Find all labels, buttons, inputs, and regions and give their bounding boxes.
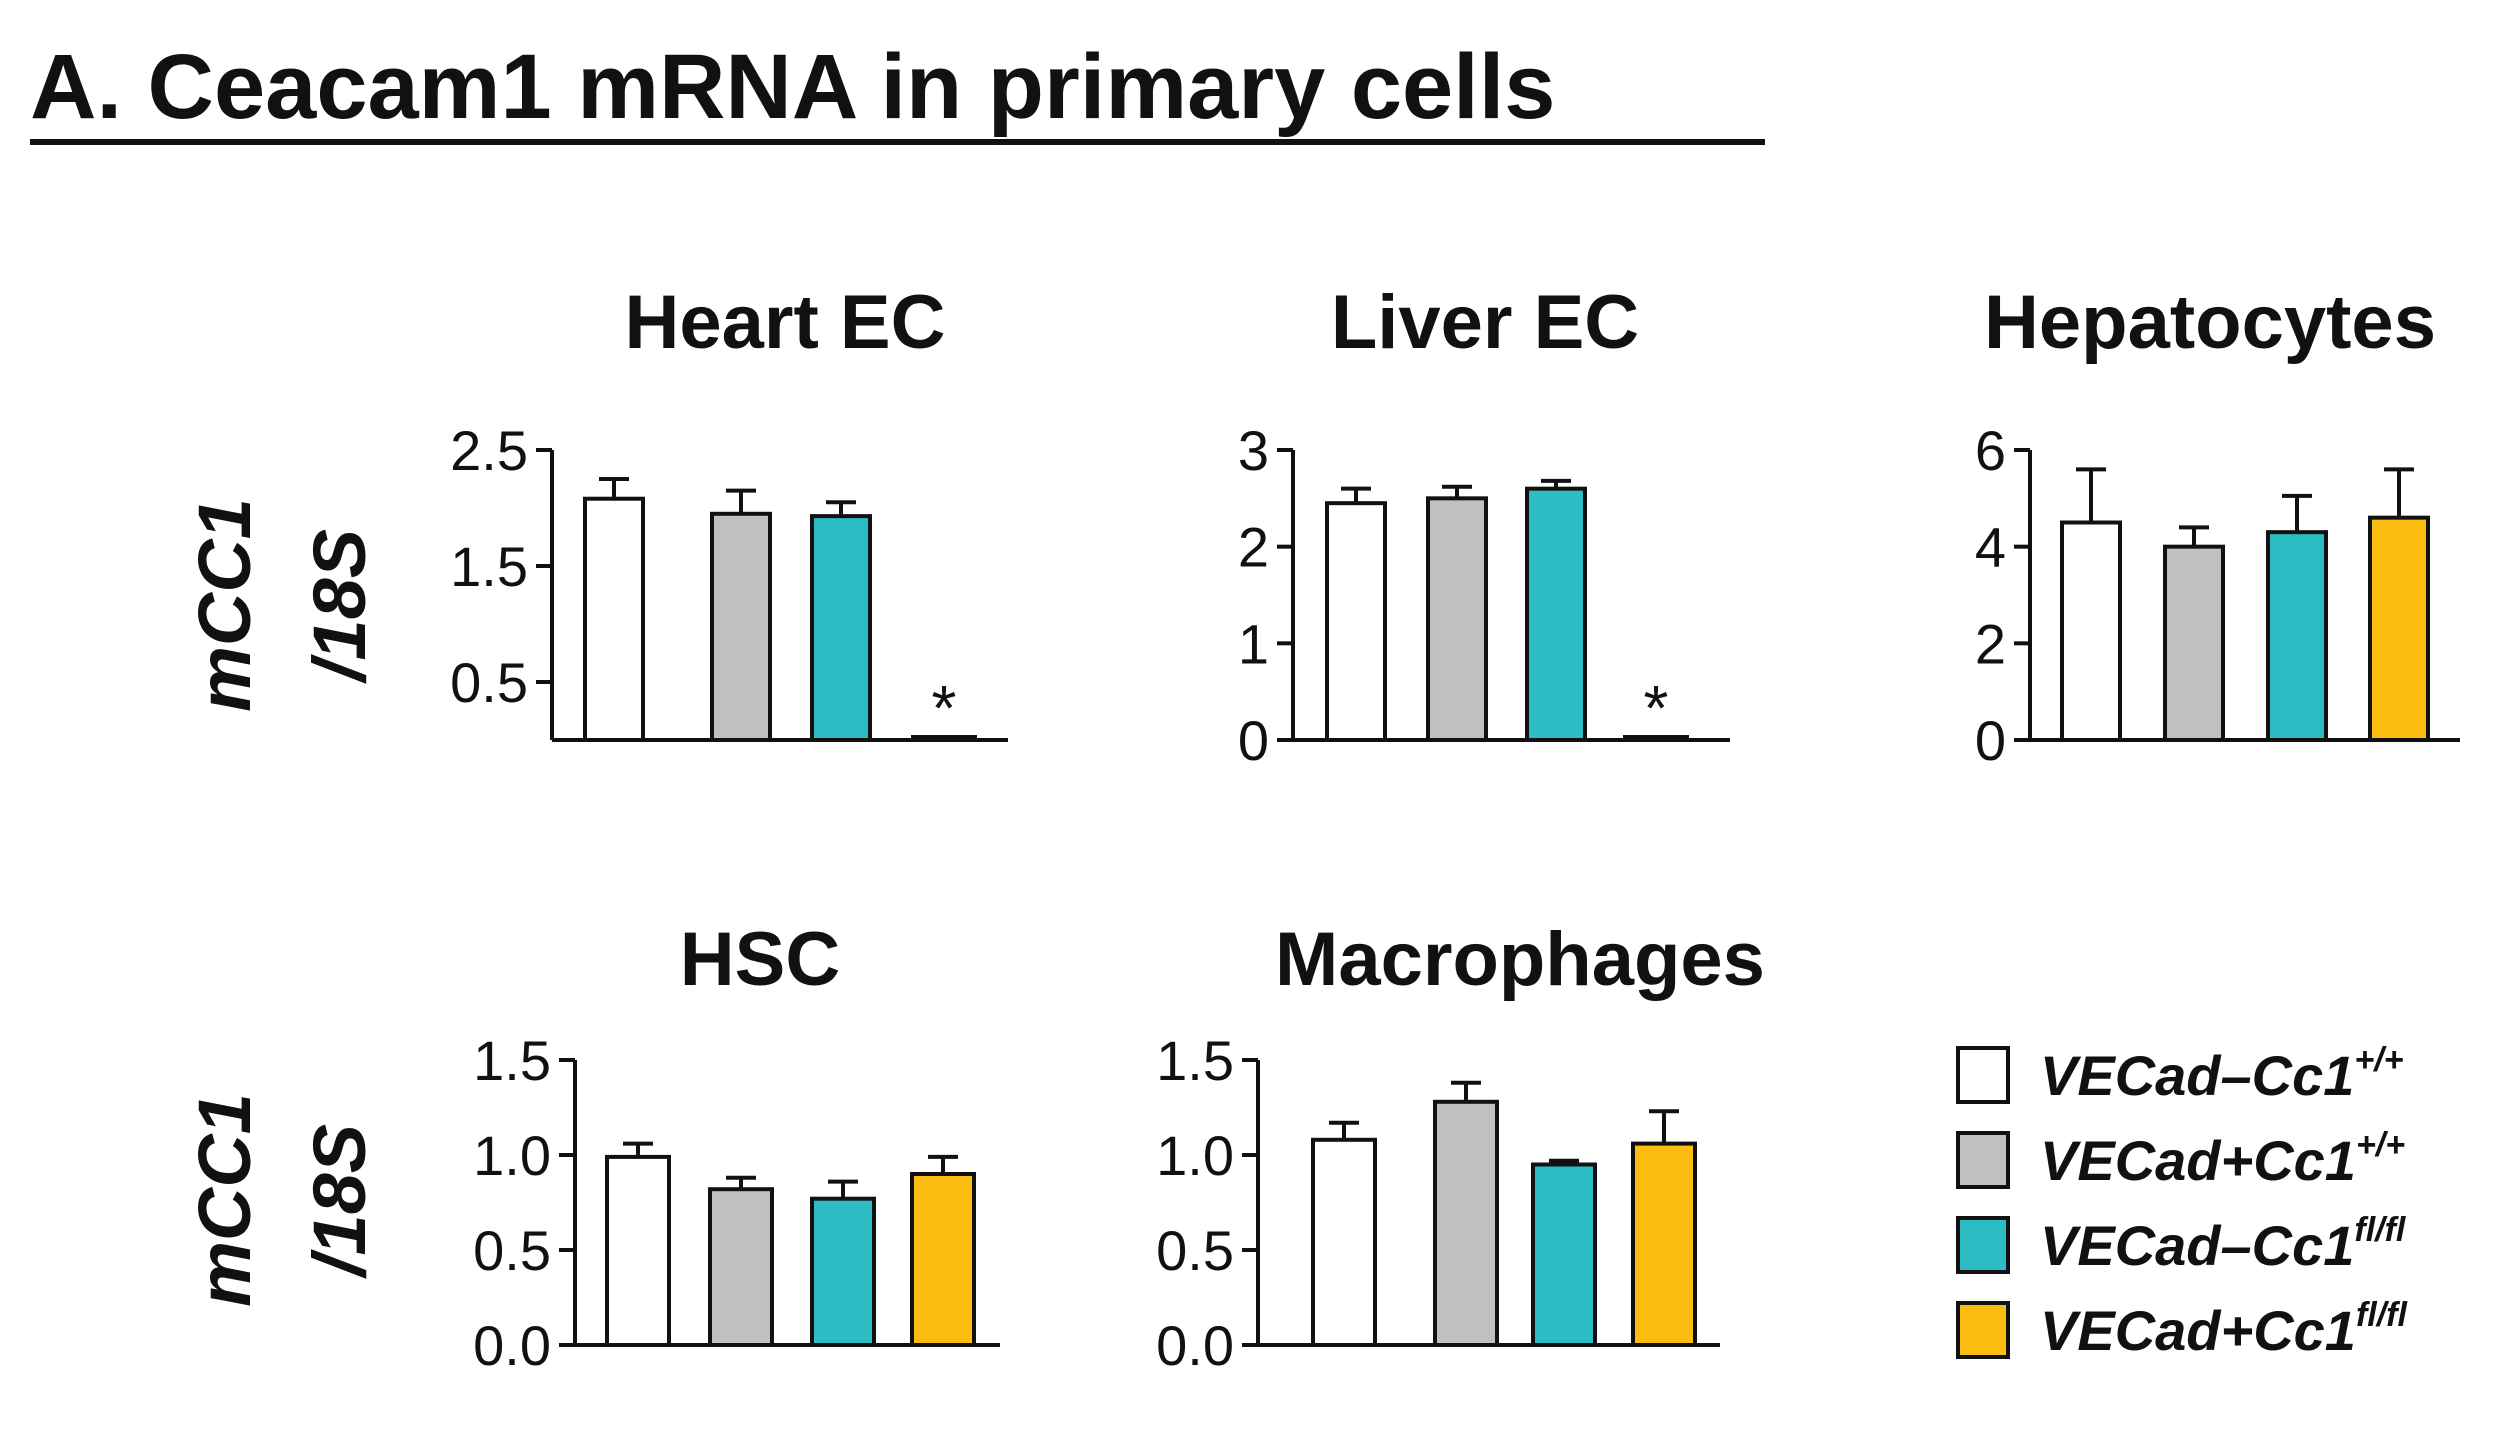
significance-label: *	[932, 672, 957, 744]
chart-panel: Hepatocytes 0 2 4 6	[1975, 280, 2460, 772]
y-label-line2: /18S	[298, 529, 381, 684]
chart-title: Hepatocytes	[1984, 280, 2436, 365]
y-tick-label: 0.5	[450, 651, 528, 714]
figure-title: A. Ceacam1 mRNA in primary cells	[30, 36, 1555, 138]
legend-item: VECad+Cc1+/+	[1956, 1126, 2405, 1192]
chart-panel: Heart EC * 0.5 1.5 2.5	[450, 280, 1008, 744]
y-tick-label: 4	[1975, 516, 2006, 579]
chart-title: Heart EC	[625, 280, 946, 365]
bar	[1433, 1099, 1499, 1348]
chart-panel: HSC 0.0 0.5 1.0 1.5	[473, 917, 1000, 1377]
chart-title: Macrophages	[1275, 917, 1765, 1002]
y-tick-label: 1.0	[473, 1124, 551, 1187]
y-label-line2: /18S	[298, 1124, 381, 1279]
bar	[708, 1187, 774, 1347]
legend-label: VECad–Cc1+/+	[2040, 1041, 2404, 1107]
y-axis-label-bottom: mCC1 /18S	[183, 1093, 381, 1307]
bar	[710, 511, 772, 742]
legend-label: VECad–Cc1fl/fl	[2040, 1211, 2407, 1277]
y-tick-label: 6	[1975, 419, 2006, 482]
bar	[810, 514, 872, 742]
y-axis-label-top: mCC1 /18S	[183, 498, 381, 712]
legend-item: VECad+Cc1fl/fl	[1956, 1296, 2408, 1362]
legend-swatch	[1956, 1301, 2010, 1359]
y-tick-label: 0.0	[1156, 1314, 1234, 1377]
y-tick-label: 0	[1975, 709, 2006, 772]
y-label-line1: mCC1	[183, 498, 266, 712]
legend: VECad–Cc1+/+ VECad+Cc1+/+ VECad–Cc1fl/fl VE…	[1956, 1041, 2408, 1362]
bar	[583, 496, 645, 742]
y-tick-label: 3	[1238, 419, 1269, 482]
bar	[2060, 520, 2122, 742]
chart-panel: Liver EC * 0 1 2 3	[1238, 280, 1730, 772]
bar	[605, 1154, 671, 1348]
bar	[1531, 1162, 1597, 1347]
y-tick-label: 1.5	[450, 535, 528, 598]
bar	[1525, 486, 1587, 742]
bar	[2266, 530, 2328, 743]
bar	[1311, 1137, 1377, 1348]
y-tick-label: 1.5	[473, 1029, 551, 1092]
bar	[2368, 515, 2430, 743]
bar	[2163, 544, 2225, 743]
bar	[910, 1172, 976, 1347]
chart-panels: Heart EC * 0.5 1.5 2.5 Liver EC * 0 1 2 3 Hepatocyt…	[450, 280, 2460, 1377]
bar	[1631, 1141, 1697, 1347]
legend-swatch	[1956, 1131, 2010, 1189]
bar	[810, 1196, 876, 1347]
y-tick-label: 2	[1238, 516, 1269, 579]
legend-label: VECad+Cc1+/+	[2040, 1126, 2405, 1192]
y-label-line1: mCC1	[183, 1093, 266, 1307]
legend-label: VECad+Cc1fl/fl	[2040, 1296, 2408, 1362]
y-tick-label: 2.5	[450, 419, 528, 482]
y-tick-label: 0.0	[473, 1314, 551, 1377]
legend-item: VECad–Cc1fl/fl	[1956, 1211, 2407, 1277]
y-tick-label: 1	[1238, 612, 1269, 675]
significance-label: *	[1644, 672, 1669, 744]
bar	[1426, 496, 1488, 743]
chart-panel: Macrophages 0.0 0.5 1.0 1.5	[1156, 917, 1765, 1377]
y-tick-label: 0.5	[1156, 1219, 1234, 1282]
legend-swatch	[1956, 1216, 2010, 1274]
y-tick-label: 2	[1975, 612, 2006, 675]
y-tick-label: 0.5	[473, 1219, 551, 1282]
legend-item: VECad–Cc1+/+	[1956, 1041, 2404, 1107]
y-tick-label: 0	[1238, 709, 1269, 772]
chart-title: HSC	[680, 917, 840, 1002]
bar	[1325, 501, 1387, 742]
chart-title: Liver EC	[1331, 280, 1639, 365]
y-tick-label: 1.5	[1156, 1029, 1234, 1092]
legend-swatch	[1956, 1046, 2010, 1104]
y-tick-label: 1.0	[1156, 1124, 1234, 1187]
